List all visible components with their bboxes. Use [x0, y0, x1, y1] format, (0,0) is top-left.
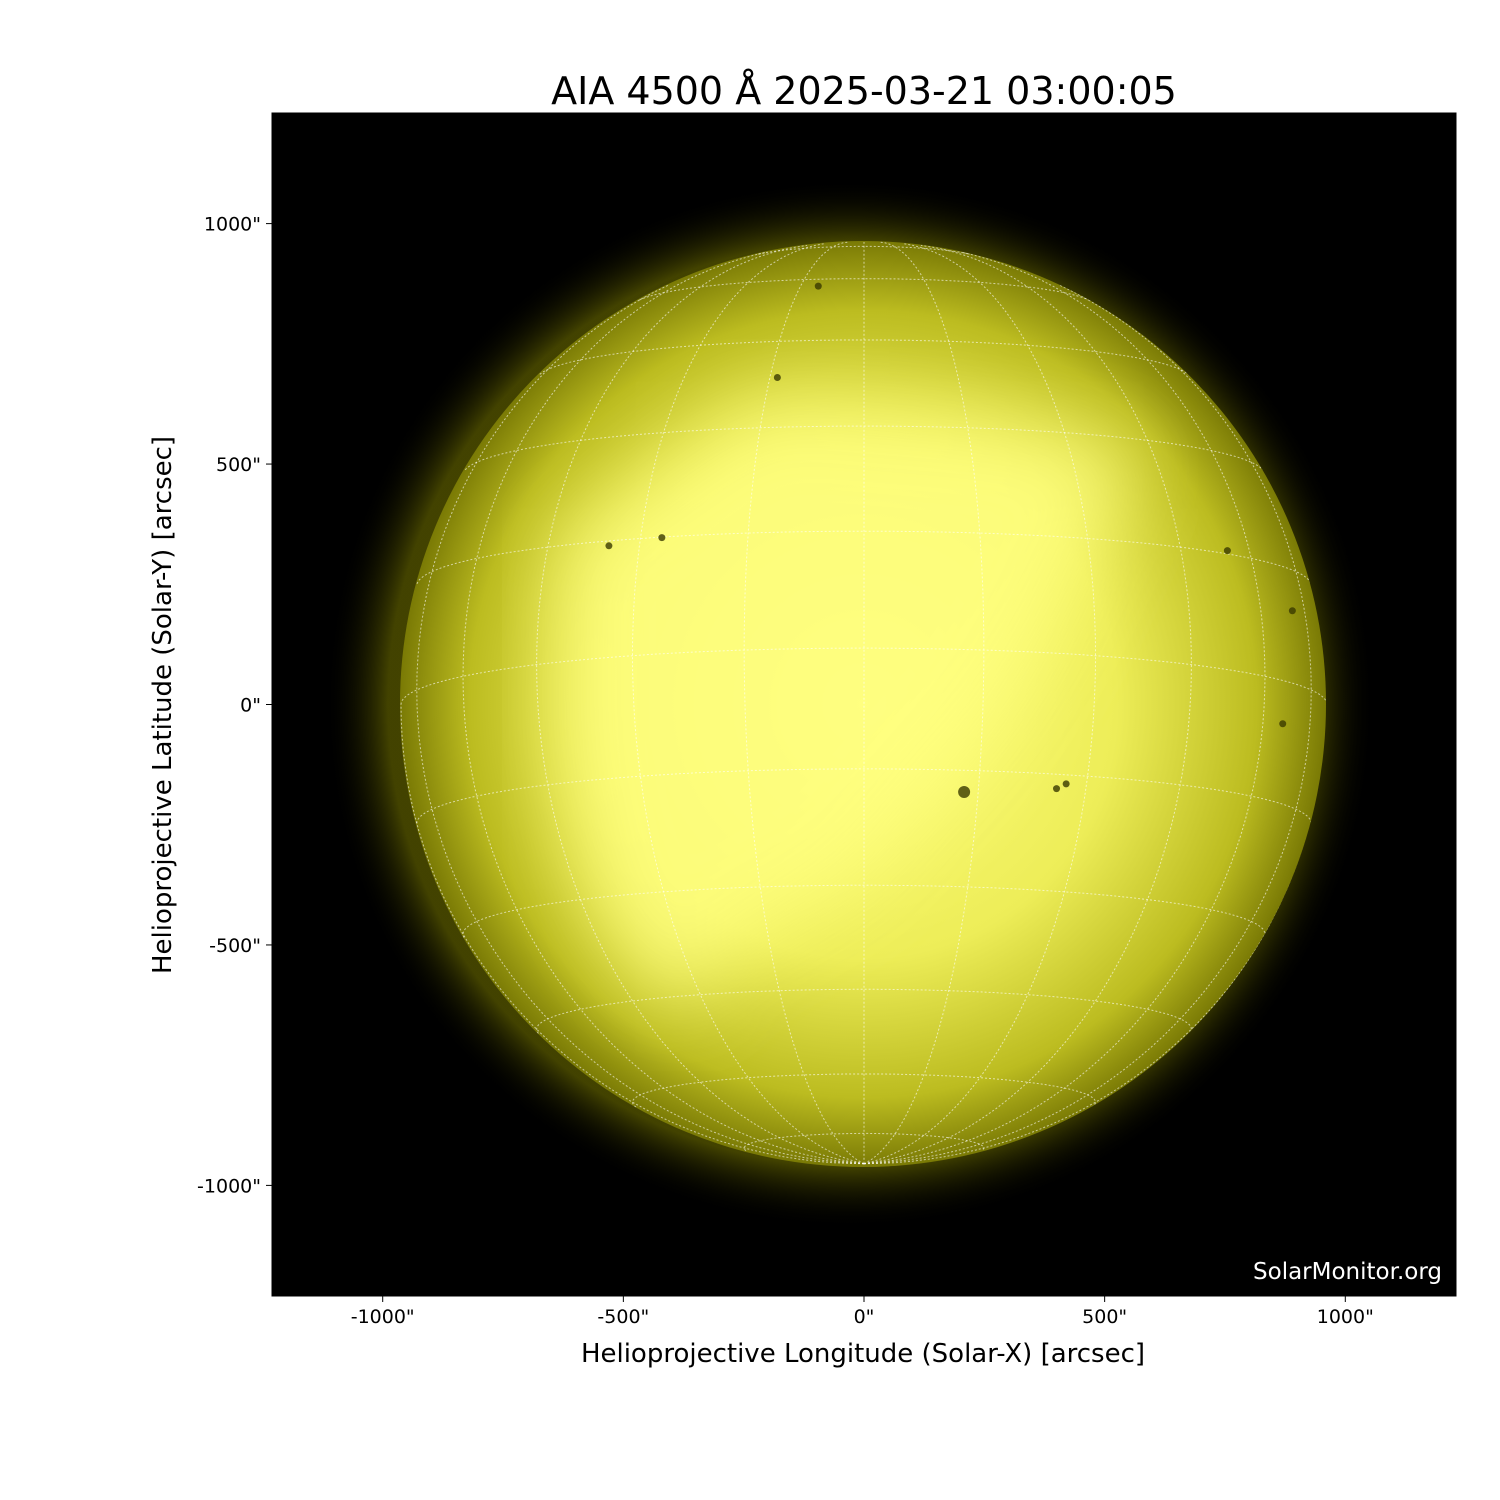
grid-line [863, 243, 1097, 1165]
grid-line [631, 1073, 1097, 1108]
bright-band [560, 400, 1140, 1010]
sunspots [605, 282, 1296, 799]
y-tick-label: -500" [209, 935, 261, 957]
sunspot [1288, 607, 1296, 615]
sunspot [658, 534, 666, 542]
grid-line [743, 1132, 985, 1152]
x-tick-label: 500" [1082, 1306, 1127, 1328]
sunspot [814, 282, 822, 290]
chart-title: AIA 4500 Å 2025-03-21 03:00:05 [551, 69, 1177, 113]
grid-line [462, 251, 865, 1165]
grid-line [631, 243, 865, 1165]
grid-line [743, 241, 865, 1165]
grid-line [464, 425, 1264, 471]
grid-line [863, 251, 1266, 1165]
y-tick-label: 0" [240, 695, 261, 717]
sunspot [958, 786, 971, 799]
x-tick-label: 0" [854, 1306, 875, 1328]
y-tick-label: -1000" [197, 1175, 261, 1197]
sunspot [1223, 547, 1231, 555]
y-axis: -1000" -500" 0" 500" 1000" [197, 214, 272, 1197]
y-tick-label: 500" [216, 454, 261, 476]
grid-line [416, 768, 1312, 824]
grid-line [639, 278, 1089, 301]
grid-line [863, 241, 985, 1165]
grid-line [539, 339, 1189, 375]
sunspot [1062, 780, 1070, 788]
y-axis-label: Helioprojective Latitude (Solar-Y) [arcs… [148, 436, 178, 974]
grid-line [400, 647, 1326, 705]
grid-line [400, 704, 865, 1165]
watermark: SolarMonitor.org [1253, 1259, 1442, 1285]
grid-line [462, 884, 1266, 938]
x-axis-label: Helioprojective Longitude (Solar-X) [arc… [581, 1339, 1145, 1369]
sunspot [1053, 785, 1061, 793]
x-axis: -1000" -500" 0" 500" 1000" [351, 1296, 1374, 1328]
x-tick-label: -1000" [351, 1306, 415, 1328]
x-tick-label: 1000" [1317, 1306, 1374, 1328]
sunspot [1279, 720, 1287, 728]
solar-image: SolarMonitor.org [272, 113, 1456, 1296]
heliographic-grid [400, 241, 1326, 1165]
x-tick-label: -500" [597, 1306, 649, 1328]
grid-line [758, 245, 970, 255]
y-tick-label: 1000" [204, 214, 261, 236]
sunspot [773, 373, 781, 381]
sunspot [605, 542, 613, 550]
